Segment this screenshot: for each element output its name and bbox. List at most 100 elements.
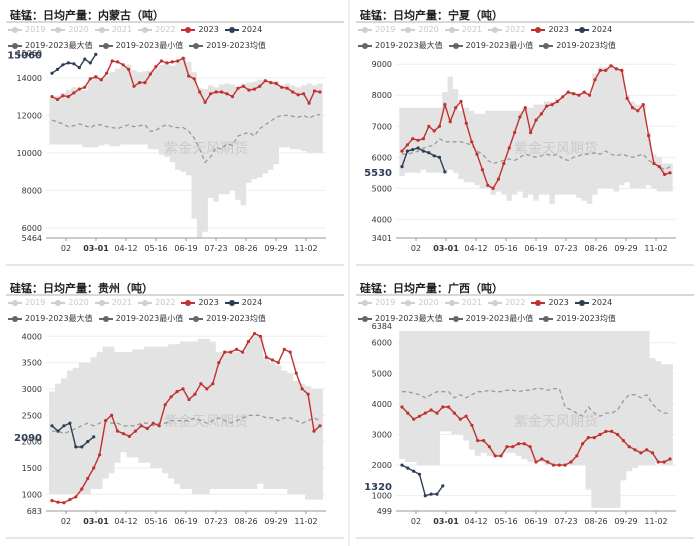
point-2023 [507, 146, 511, 150]
legend-item[interactable]: 2019-2023最小值 [98, 38, 183, 54]
point-2023 [104, 419, 108, 423]
legend-item[interactable]: 2019-2023均值 [539, 38, 616, 54]
legend-item[interactable]: 2023 [531, 295, 569, 311]
legend-label: 2019-2023最小值 [465, 314, 534, 323]
point-2023 [235, 347, 239, 351]
end-value-label: 5530 [364, 168, 392, 179]
y-tick-label: 8000 [22, 186, 42, 195]
legend-label: 2023 [198, 25, 219, 34]
legend-label: 2023 [548, 298, 569, 307]
legend-label: 2019 [375, 25, 396, 34]
point-2023 [246, 339, 251, 344]
legend-swatch-icon [358, 299, 372, 307]
point-2023 [187, 397, 191, 402]
legend-item[interactable]: 2019-2023最大值 [358, 38, 443, 54]
legend-item[interactable]: 2024 [574, 295, 612, 311]
point-2023 [288, 350, 292, 354]
point-2023 [432, 129, 436, 133]
legend-swatch-icon [448, 42, 463, 50]
legend-swatch-icon [574, 299, 589, 307]
legend-item[interactable]: 2021 [94, 22, 132, 38]
x-tick-label: 05-16 [494, 244, 517, 253]
point-2023 [236, 86, 240, 90]
legend-item[interactable]: 2019-2023最大值 [8, 38, 93, 54]
series-line-2024 [401, 464, 444, 497]
point-2023 [145, 426, 149, 431]
legend-item[interactable]: 2019-2023最小值 [98, 311, 183, 327]
legend-item[interactable]: 2022 [138, 22, 175, 38]
legend-swatch-icon [189, 42, 204, 50]
y-max-label: 6384 [372, 322, 392, 331]
point-2023 [247, 88, 251, 92]
legend-item[interactable]: 2019 [8, 22, 45, 38]
legend-item[interactable]: 2020 [401, 295, 439, 311]
point-2023 [300, 387, 304, 391]
legend-item[interactable]: 2019-2023最大值 [358, 311, 443, 327]
legend-item[interactable]: 2023 [531, 22, 569, 38]
legend-item[interactable]: 2022 [488, 22, 525, 38]
legend-item[interactable]: 2019-2023最小值 [448, 38, 533, 54]
legend-item[interactable]: 2019 [8, 295, 45, 311]
point-2023 [264, 355, 268, 359]
point-2023 [636, 109, 640, 113]
point-2023 [447, 405, 451, 409]
point-2023 [650, 451, 655, 455]
legend-item[interactable]: 2020 [51, 295, 89, 311]
y-tick-label: 12000 [17, 111, 42, 120]
point-2023 [491, 186, 495, 190]
legend-item[interactable]: 2024 [224, 295, 262, 311]
x-tick-label: 07-23 [204, 244, 227, 253]
legend-swatch-icon [8, 299, 22, 307]
legend-item[interactable]: 2019-2023均值 [539, 311, 616, 327]
legend-item[interactable]: 2021 [94, 295, 132, 311]
y-tick-label: 1000 [22, 490, 42, 499]
end-value-label: 15060 [7, 50, 42, 61]
point-2023 [241, 84, 245, 88]
chart-svg: 6000 8000 10000 12000 14000 5464 紫金天风期货 02 03-01… [6, 0, 350, 273]
x-tick-label: 09-29 [264, 517, 287, 526]
legend-item[interactable]: 2019-2023最大值 [8, 311, 93, 327]
point-2023 [291, 90, 295, 94]
y-tick-label: 8000 [372, 91, 392, 100]
legend-item[interactable]: 2024 [574, 22, 613, 38]
point-2024 [400, 165, 404, 169]
legend-item[interactable]: 2019-2023均值 [189, 311, 266, 327]
legend-item[interactable]: 2020 [51, 22, 89, 38]
point-2023 [269, 81, 273, 85]
legend-label: 2024 [591, 25, 613, 34]
point-2023 [318, 424, 322, 428]
point-2024 [61, 63, 65, 67]
legend-item[interactable]: 2020 [401, 22, 439, 38]
legend-item[interactable]: 2019-2023最小值 [448, 311, 534, 327]
point-2023 [209, 92, 213, 96]
point-2023 [534, 460, 538, 464]
x-tick-label: 02 [61, 244, 71, 253]
legend-item[interactable]: 2021 [444, 295, 482, 311]
point-2023 [443, 103, 447, 107]
point-2024 [437, 155, 442, 159]
point-2023 [528, 445, 532, 449]
x-tick-label: 11-02 [644, 517, 667, 526]
legend-label: 2020 [68, 298, 89, 307]
legend-item[interactable]: 2021 [444, 22, 482, 38]
point-2023 [165, 61, 169, 65]
point-2024 [435, 492, 439, 496]
y-tick-label: 4000 [372, 215, 392, 224]
legend-swatch-icon [94, 299, 109, 307]
legend-item[interactable]: 2023 [181, 22, 219, 38]
legend-item[interactable]: 2019 [358, 22, 395, 38]
legend-swatch-icon [181, 26, 196, 34]
legend-swatch-icon [531, 299, 546, 307]
x-tick-label: 05-16 [144, 244, 167, 253]
legend-item[interactable]: 2023 [181, 295, 219, 311]
legend-item[interactable]: 2019 [358, 295, 395, 311]
legend-item[interactable]: 2022 [138, 295, 175, 311]
point-2024 [74, 445, 78, 449]
y-tick-label: 3000 [372, 431, 392, 440]
legend-item[interactable]: 2022 [488, 295, 525, 311]
series-line-avg [402, 387, 670, 418]
y-tick-label: 6000 [372, 153, 392, 162]
legend-item[interactable]: 2019-2023均值 [189, 38, 266, 54]
x-tick-label: 09-29 [614, 244, 637, 253]
legend-item[interactable]: 2024 [224, 22, 262, 38]
